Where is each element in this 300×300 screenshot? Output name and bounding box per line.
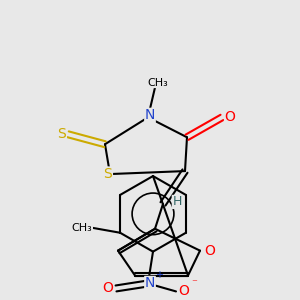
Text: O: O [103, 281, 113, 296]
Text: +: + [155, 269, 163, 280]
Text: O: O [225, 110, 236, 124]
Text: O: O [205, 244, 215, 258]
Text: CH₃: CH₃ [148, 78, 168, 88]
Text: N: N [145, 108, 155, 122]
Text: S: S [58, 127, 66, 141]
Text: N: N [145, 277, 155, 290]
Text: O: O [178, 284, 189, 298]
Text: S: S [103, 167, 112, 181]
Text: H: H [172, 195, 182, 208]
Text: CH₃: CH₃ [72, 223, 92, 233]
Text: ⁻: ⁻ [191, 278, 197, 289]
